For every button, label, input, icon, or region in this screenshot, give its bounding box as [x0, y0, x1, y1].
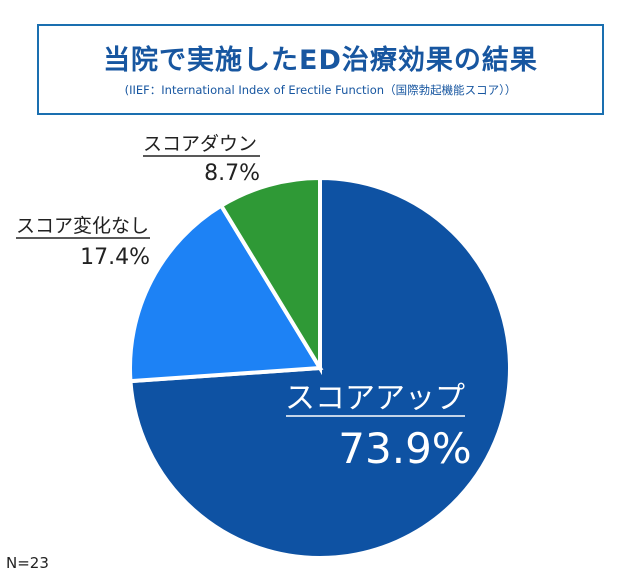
pie-slice-no-change: [128, 202, 324, 384]
label-no-change: スコア変化なし: [16, 215, 149, 237]
value-score-down: 8.7%: [204, 161, 260, 186]
value-no-change: 17.4%: [80, 245, 150, 270]
pie-slice-score-down: [218, 175, 322, 376]
label-score-up: スコアアップ: [285, 381, 465, 416]
chart-subtitle: (IIEF：International Index of Erectile Fu…: [124, 83, 517, 97]
value-score-up: 73.9%: [338, 424, 471, 473]
chart-title: 当院で実施したED治療効果の結果: [103, 45, 538, 76]
title-box: 当院で実施したED治療効果の結果 (IIEF：International Ind…: [37, 24, 604, 115]
label-score-down: スコアダウン: [143, 133, 257, 155]
sample-size-note: N=23: [6, 554, 49, 572]
